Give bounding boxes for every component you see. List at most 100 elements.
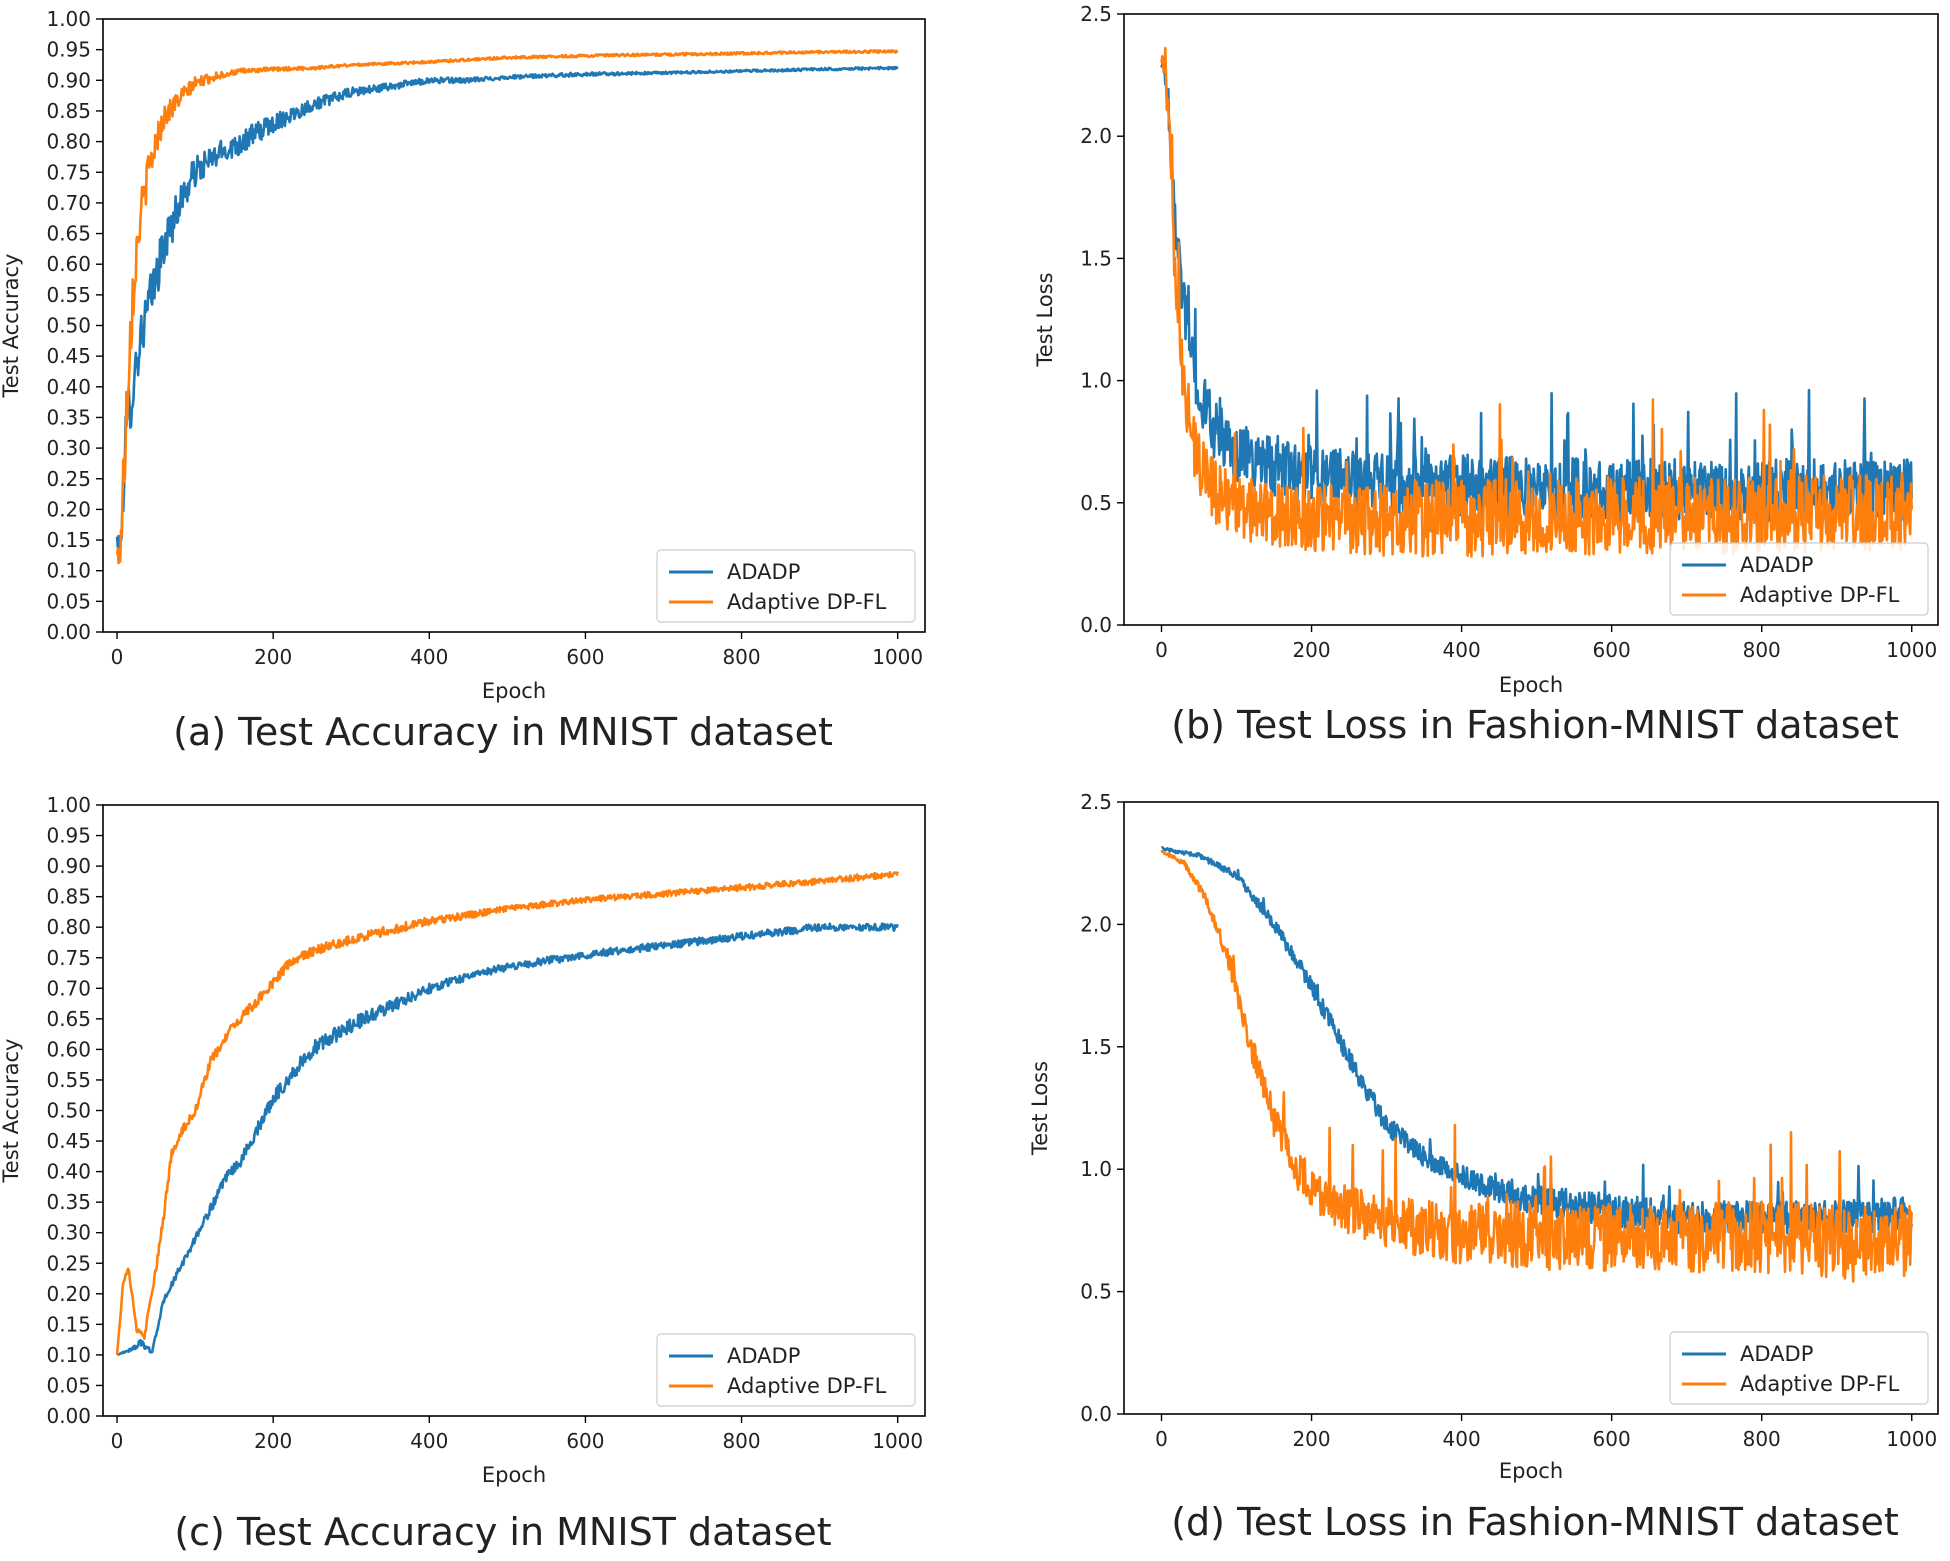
legend: ADADP Adaptive DP-FL xyxy=(1669,1331,1929,1405)
y-tick-label: 1.0 xyxy=(1080,369,1112,393)
plot-frame xyxy=(1123,13,1939,626)
y-tick-label: 0.40 xyxy=(46,375,91,399)
y-tick-label: 0.70 xyxy=(46,191,91,215)
y-tick-label: 0.25 xyxy=(46,467,91,491)
y-tick-label: 0.85 xyxy=(46,885,91,909)
y-tick-label: 0.65 xyxy=(46,1007,91,1031)
y-tick-label: 0.15 xyxy=(46,528,91,552)
y-tick-label: 0.75 xyxy=(46,160,91,184)
x-tick-label: 400 xyxy=(1443,638,1481,662)
figure-caption: (b) Test Loss in Fashion-MNIST dataset xyxy=(1171,703,1899,747)
y-tick-label: 0.0 xyxy=(1080,1402,1112,1426)
x-tick-label: 1000 xyxy=(872,1429,923,1453)
y-tick-label: 0.05 xyxy=(46,1373,91,1397)
y-tick-label: 0.45 xyxy=(46,344,91,368)
y-tick-label: 0.80 xyxy=(46,130,91,154)
y-tick-label: 0.95 xyxy=(46,824,91,848)
legend: ADADP Adaptive DP-FL xyxy=(656,549,916,623)
x-tick-label: 600 xyxy=(566,645,604,669)
legend-label: Adaptive DP-FL xyxy=(1740,1372,1900,1396)
series-line-adadp xyxy=(1160,59,1913,524)
y-tick-label: 0.10 xyxy=(46,559,91,583)
y-axis-label: Test Loss xyxy=(1028,1061,1052,1156)
x-tick-label: 600 xyxy=(1593,638,1631,662)
y-tick-label: 0.75 xyxy=(46,946,91,970)
x-tick-label: 200 xyxy=(254,1429,292,1453)
series-line-adadp xyxy=(1160,846,1913,1237)
y-tick-label: 0.10 xyxy=(46,1343,91,1367)
figure-caption: (d) Test Loss in Fashion-MNIST dataset xyxy=(1171,1500,1899,1544)
legend-label: ADADP xyxy=(727,1344,800,1368)
chart-a: 0 200 400 600 800 1000 0.00 0.05 0.10 0.15 0.20 0.2… xyxy=(0,7,926,754)
y-tick-label: 2.0 xyxy=(1080,124,1112,148)
y-tick-label: 0.90 xyxy=(46,68,91,92)
x-tick-label: 400 xyxy=(1443,1427,1481,1451)
legend-label: ADADP xyxy=(1740,1342,1813,1366)
figure-caption: (c) Test Accuracy in MNIST dataset xyxy=(174,1510,831,1554)
y-tick-label: 0.05 xyxy=(46,589,91,613)
x-tick-label: 0 xyxy=(1155,1427,1168,1451)
y-tick-label: 0.30 xyxy=(46,1221,91,1245)
y-tick-label: 1.00 xyxy=(46,7,91,31)
legend-label: ADADP xyxy=(727,560,800,584)
y-tick-label: 0.15 xyxy=(46,1312,91,1336)
x-tick-label: 1000 xyxy=(1886,1427,1937,1451)
x-tick-label: 200 xyxy=(254,645,292,669)
legend: ADADP Adaptive DP-FL xyxy=(1669,542,1929,616)
legend-label: Adaptive DP-FL xyxy=(727,590,887,614)
y-tick-label: 0.55 xyxy=(46,283,91,307)
y-tick-label: 0.5 xyxy=(1080,491,1112,515)
y-tick-label: 0.85 xyxy=(46,99,91,123)
y-tick-label: 0.60 xyxy=(46,252,91,276)
legend-box xyxy=(656,549,916,623)
x-tick-label: 600 xyxy=(566,1429,604,1453)
chart-b: 0 200 400 600 800 1000 0.0 0.5 1.0 1.5 2.0 2.5 Epoch… xyxy=(1033,2,1939,747)
y-tick-label: 0.80 xyxy=(46,915,91,939)
y-tick-label: 0.20 xyxy=(46,497,91,521)
plot-frame xyxy=(1123,801,1939,1415)
y-tick-label: 0.65 xyxy=(46,222,91,246)
series-line-adaptive-dp-fl xyxy=(115,870,899,1356)
y-tick-label: 0.40 xyxy=(46,1160,91,1184)
x-axis-label: Epoch xyxy=(1499,1459,1563,1483)
y-tick-label: 0.60 xyxy=(46,1037,91,1061)
y-tick-label: 0.0 xyxy=(1080,613,1112,637)
x-tick-label: 0 xyxy=(111,645,124,669)
y-axis-label: Test Loss xyxy=(1033,272,1057,367)
legend-box xyxy=(656,1333,916,1407)
x-tick-label: 800 xyxy=(722,1429,760,1453)
x-tick-label: 400 xyxy=(410,645,448,669)
y-tick-label: 2.5 xyxy=(1080,2,1112,26)
x-tick-label: 800 xyxy=(1743,638,1781,662)
x-tick-label: 1000 xyxy=(872,645,923,669)
y-tick-label: 0.00 xyxy=(46,1404,91,1428)
x-tick-label: 200 xyxy=(1292,1427,1330,1451)
chart-c: 0 200 400 600 800 1000 0.00 0.05 0.10 0.15 0.20 0.2… xyxy=(0,793,926,1554)
y-tick-label: 0.45 xyxy=(46,1129,91,1153)
y-tick-label: 1.5 xyxy=(1080,246,1112,270)
x-axis-label: Epoch xyxy=(482,1463,546,1487)
series-line-adadp xyxy=(115,65,899,560)
x-tick-label: 1000 xyxy=(1886,638,1937,662)
x-tick-label: 200 xyxy=(1292,638,1330,662)
plot-frame xyxy=(102,18,926,633)
y-tick-label: 1.0 xyxy=(1080,1157,1112,1181)
y-tick-label: 0.35 xyxy=(46,1190,91,1214)
x-tick-label: 0 xyxy=(1155,638,1168,662)
y-tick-label: 0.50 xyxy=(46,1099,91,1123)
chart-d: 0 200 400 600 800 1000 0.0 0.5 1.0 1.5 2.0 2.5 Epoch… xyxy=(1028,790,1939,1544)
figure-caption: (a) Test Accuracy in MNIST dataset xyxy=(173,710,833,754)
x-axis-label: Epoch xyxy=(482,679,546,703)
y-tick-label: 0.25 xyxy=(46,1251,91,1275)
y-tick-label: 2.0 xyxy=(1080,912,1112,936)
y-tick-label: 0.70 xyxy=(46,976,91,1000)
y-tick-label: 2.5 xyxy=(1080,790,1112,814)
legend-label: ADADP xyxy=(1740,553,1813,577)
legend: ADADP Adaptive DP-FL xyxy=(656,1333,916,1407)
series-line-adaptive-dp-fl xyxy=(115,49,899,565)
y-tick-label: 0.35 xyxy=(46,405,91,429)
x-tick-label: 600 xyxy=(1593,1427,1631,1451)
series-line-adadp xyxy=(116,922,899,1357)
y-tick-label: 0.30 xyxy=(46,436,91,460)
